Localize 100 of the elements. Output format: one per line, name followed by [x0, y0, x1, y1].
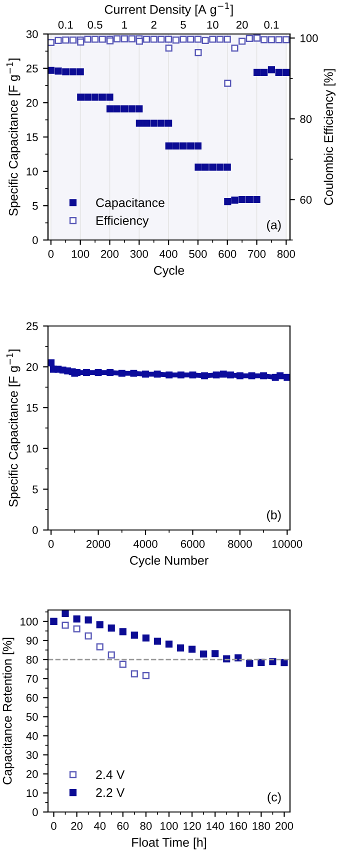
legend-label: Capacitance	[96, 198, 164, 210]
point	[180, 36, 187, 43]
y-tick-label: 15	[26, 404, 38, 412]
point	[98, 94, 106, 101]
point	[224, 198, 232, 206]
point	[238, 38, 246, 45]
y-tick-label: 80	[26, 656, 38, 664]
point	[200, 650, 208, 658]
point	[260, 372, 268, 380]
point	[62, 36, 70, 44]
point	[119, 660, 126, 668]
point	[268, 36, 276, 44]
point	[220, 370, 227, 378]
x-tick-label: 700	[248, 250, 266, 258]
y-tick-label: 60	[26, 694, 38, 702]
y-tick-label: 20	[26, 770, 38, 778]
y-axis-title: Specific Capacitance [F g$^{−1}$]	[6, 350, 20, 507]
x-tick-label: 2000	[86, 540, 110, 548]
annotation: (a)	[267, 220, 281, 232]
point	[48, 66, 54, 74]
y2-tick-label: 100	[300, 34, 318, 42]
point	[194, 164, 202, 171]
band-label: 0.1	[58, 20, 73, 29]
point	[108, 624, 115, 632]
point	[142, 370, 149, 378]
y-tick-label: 90	[26, 636, 38, 645]
point	[187, 142, 194, 150]
y-tick-label: 5	[32, 486, 38, 494]
x-tick-label: 10000	[272, 540, 302, 548]
point	[188, 646, 196, 653]
annotation: (c)	[268, 792, 281, 804]
point	[136, 38, 143, 45]
point	[246, 660, 254, 667]
point	[84, 94, 92, 101]
point	[130, 632, 138, 639]
point	[231, 44, 238, 52]
point	[260, 68, 268, 76]
x-tick-label: 4000	[133, 540, 158, 548]
point	[118, 370, 126, 377]
point	[77, 94, 84, 101]
band-label: 5	[180, 20, 186, 29]
y2-axis-title: Coulombic Efficiency [%]	[324, 69, 336, 206]
point	[194, 49, 202, 56]
point	[128, 105, 136, 112]
point	[284, 374, 290, 381]
x-tick-label: 200	[101, 250, 119, 258]
y-tick-label: 0	[32, 526, 38, 534]
x-axis-title: Float Time [h]	[132, 838, 206, 850]
point	[216, 36, 224, 43]
point	[130, 670, 138, 678]
point	[76, 68, 84, 76]
point	[234, 654, 242, 662]
point	[96, 643, 104, 650]
point	[166, 371, 173, 378]
band-label: 0.5	[88, 20, 102, 29]
point	[154, 370, 161, 378]
y-tick-label: 5	[32, 202, 38, 210]
point	[150, 120, 158, 127]
point	[154, 638, 162, 645]
point	[106, 94, 114, 101]
y-tick-label: 15	[26, 133, 38, 142]
x-tick-label: 180	[252, 822, 270, 830]
y-tick-label: 100	[20, 618, 38, 626]
annotation: (b)	[267, 510, 281, 522]
point	[224, 80, 232, 87]
x-tick-label: 60	[117, 822, 129, 830]
x-tick-label: 400	[160, 250, 178, 258]
band-label: 2	[151, 20, 156, 29]
band-label: 0.1	[264, 20, 279, 29]
point	[180, 142, 187, 150]
point	[246, 34, 253, 42]
point	[94, 369, 102, 376]
x-tick-label: 8000	[228, 540, 252, 548]
point	[142, 672, 150, 680]
point	[194, 142, 202, 150]
point	[69, 68, 77, 76]
point	[177, 371, 184, 378]
point	[236, 372, 244, 380]
x-tick-label: 500	[189, 250, 207, 258]
point	[254, 68, 261, 76]
x-tick-label: 40	[94, 822, 106, 830]
point	[165, 120, 172, 127]
y-tick-label: 25	[26, 322, 38, 330]
point	[73, 615, 80, 622]
y-tick-label: 30	[26, 751, 38, 759]
y-tick-label: 70	[26, 674, 38, 683]
point	[108, 651, 115, 659]
legend-label: Efficiency	[96, 216, 149, 228]
point	[224, 36, 231, 43]
band-label: 20	[236, 20, 248, 29]
y-tick-label: 10	[26, 168, 38, 176]
x-tick-label: 80	[140, 822, 152, 830]
point	[142, 120, 150, 127]
point	[130, 370, 138, 377]
point	[84, 36, 92, 43]
point	[136, 105, 143, 112]
point	[142, 634, 150, 642]
point	[106, 369, 114, 376]
point	[62, 68, 70, 76]
point	[92, 36, 99, 43]
